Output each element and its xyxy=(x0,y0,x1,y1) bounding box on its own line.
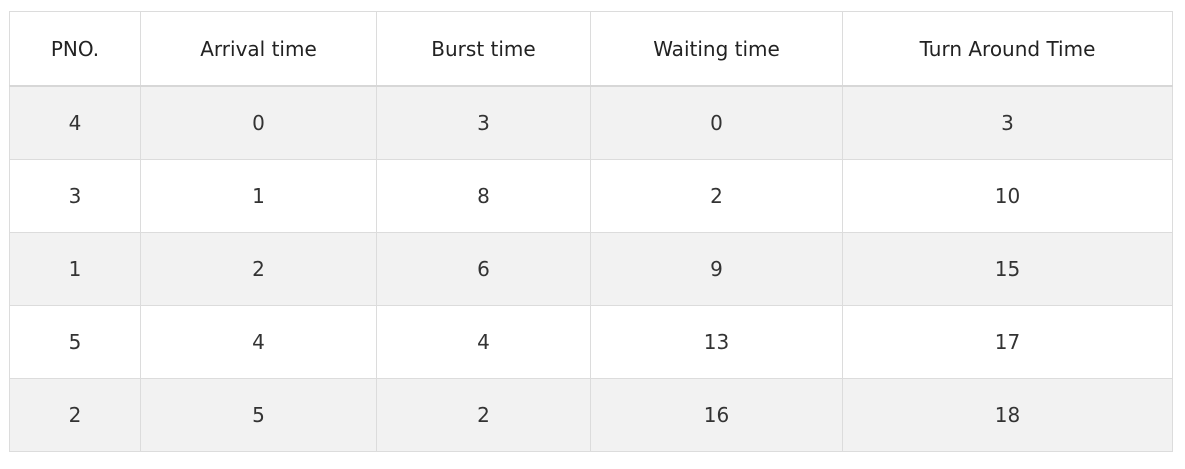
cell-burst-time: 2 xyxy=(376,378,591,452)
header-waiting-time: Waiting time xyxy=(590,11,843,87)
process-scheduling-table: PNO. Arrival time Burst time Waiting tim… xyxy=(9,11,1173,452)
cell-arrival-time: 0 xyxy=(140,85,377,160)
table-header: PNO. Arrival time Burst time Waiting tim… xyxy=(9,11,1173,87)
cell-pno: 4 xyxy=(9,85,141,160)
table-row: 4 0 3 0 3 xyxy=(9,85,1173,160)
header-row: PNO. Arrival time Burst time Waiting tim… xyxy=(9,11,1173,87)
cell-turn-around-time: 15 xyxy=(842,232,1173,306)
cell-turn-around-time: 18 xyxy=(842,378,1173,452)
cell-burst-time: 3 xyxy=(376,85,591,160)
header-pno: PNO. xyxy=(9,11,141,87)
table-row: 1 2 6 9 15 xyxy=(9,232,1173,306)
cell-turn-around-time: 17 xyxy=(842,305,1173,379)
table-row: 3 1 8 2 10 xyxy=(9,159,1173,233)
cell-burst-time: 4 xyxy=(376,305,591,379)
cell-pno: 2 xyxy=(9,378,141,452)
cell-burst-time: 6 xyxy=(376,232,591,306)
cell-arrival-time: 2 xyxy=(140,232,377,306)
header-turn-around-time: Turn Around Time xyxy=(842,11,1173,87)
cell-turn-around-time: 10 xyxy=(842,159,1173,233)
cell-pno: 1 xyxy=(9,232,141,306)
header-arrival-time: Arrival time xyxy=(140,11,377,87)
cell-waiting-time: 2 xyxy=(590,159,843,233)
cell-waiting-time: 9 xyxy=(590,232,843,306)
cell-pno: 5 xyxy=(9,305,141,379)
header-burst-time: Burst time xyxy=(376,11,591,87)
cell-arrival-time: 5 xyxy=(140,378,377,452)
cell-turn-around-time: 3 xyxy=(842,85,1173,160)
table-body: 4 0 3 0 3 3 1 8 2 10 1 2 6 9 15 5 xyxy=(9,85,1173,452)
cell-arrival-time: 4 xyxy=(140,305,377,379)
cell-waiting-time: 0 xyxy=(590,85,843,160)
table-row: 2 5 2 16 18 xyxy=(9,378,1173,452)
cell-waiting-time: 16 xyxy=(590,378,843,452)
cell-pno: 3 xyxy=(9,159,141,233)
cell-waiting-time: 13 xyxy=(590,305,843,379)
cell-arrival-time: 1 xyxy=(140,159,377,233)
table-row: 5 4 4 13 17 xyxy=(9,305,1173,379)
process-table-container: PNO. Arrival time Burst time Waiting tim… xyxy=(9,11,1173,452)
cell-burst-time: 8 xyxy=(376,159,591,233)
